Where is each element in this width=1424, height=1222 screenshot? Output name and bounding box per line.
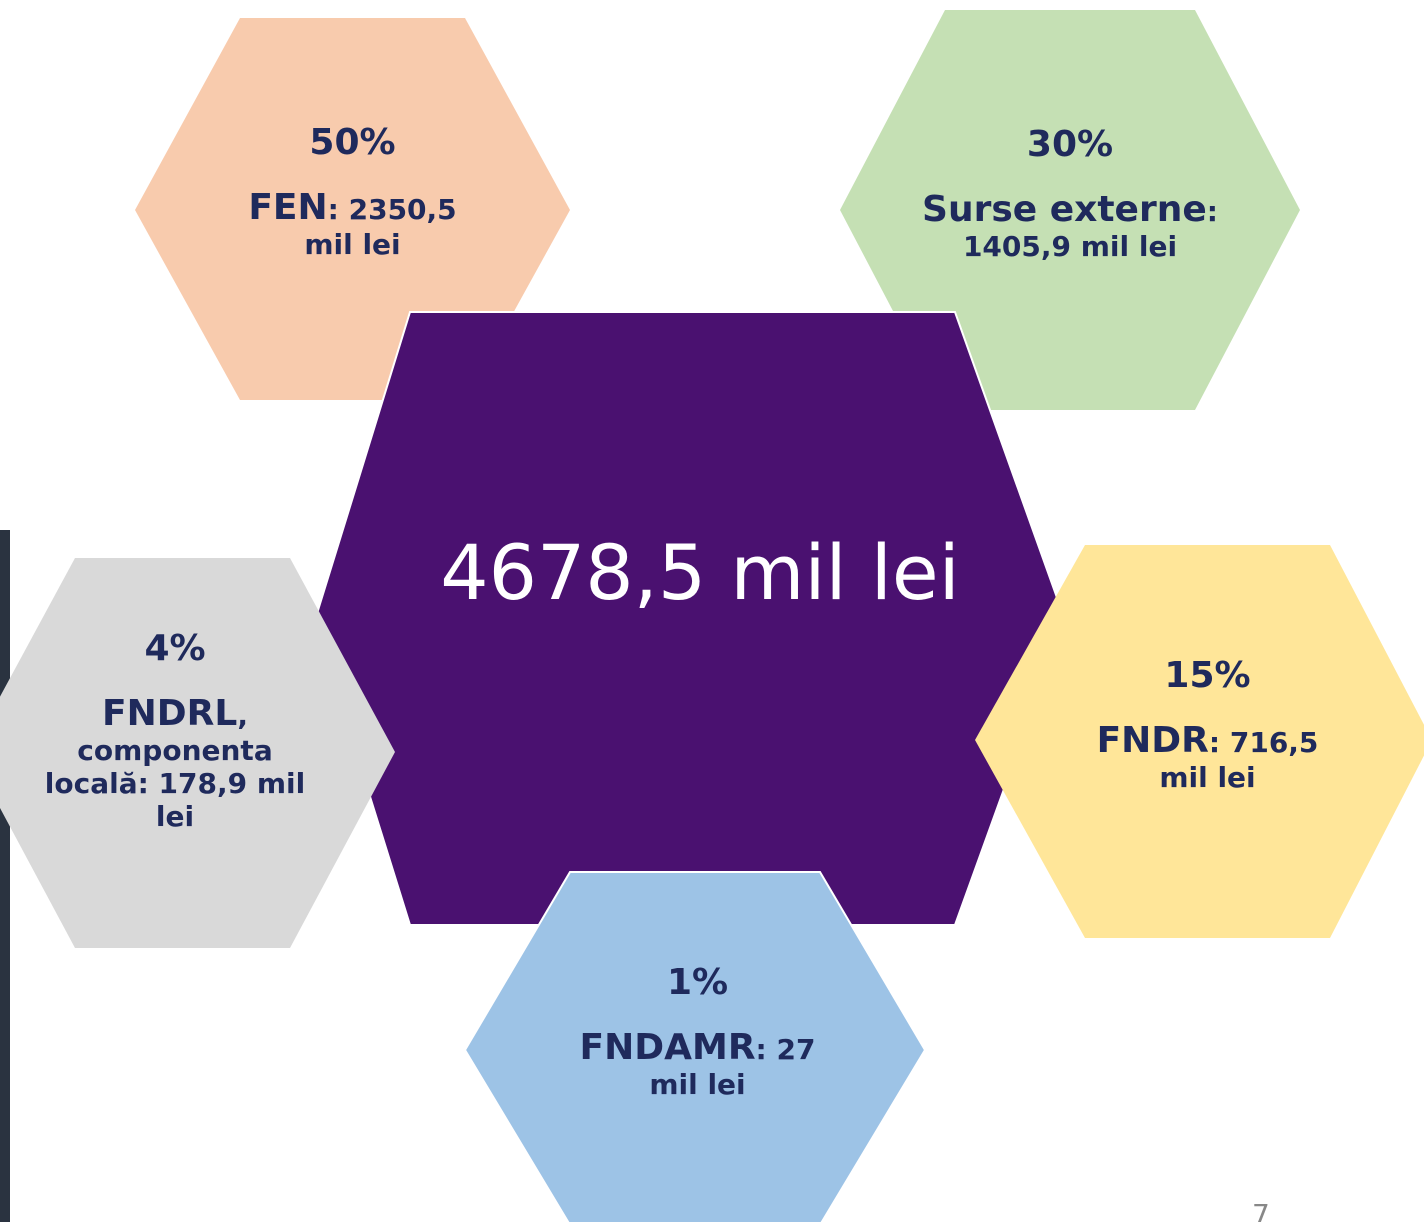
slide: 4678,5 mil lei 50% FEN: 2350,5 mil lei 3… [0,0,1424,1222]
side-photo-strip [0,530,10,1222]
node-name: FEN [248,187,327,228]
percent: 1% [555,962,840,1003]
node: 15% FNDR: 716,5 mil lei [1075,655,1340,794]
node: 50% FEN: 2350,5 mil lei [220,122,485,261]
percent: 15% [1075,655,1340,696]
node: 4% FNDRL, componenta locală: 178,9 mil l… [40,628,310,833]
percent: 4% [40,628,310,669]
node-name: FNDR [1097,720,1209,761]
node-name: Surse externe [922,189,1207,230]
node-name: FNDRL [102,693,237,734]
total: 4678,5 mil lei [440,525,960,621]
percent: 30% [920,124,1220,165]
node: 30% Surse externe: 1405,9 mil lei [920,124,1220,263]
percent: 50% [220,122,485,163]
page-number: 7 [1252,1198,1270,1222]
node: 1% FNDAMR: 27 mil lei [555,962,840,1101]
node-name: FNDAMR [580,1027,756,1068]
